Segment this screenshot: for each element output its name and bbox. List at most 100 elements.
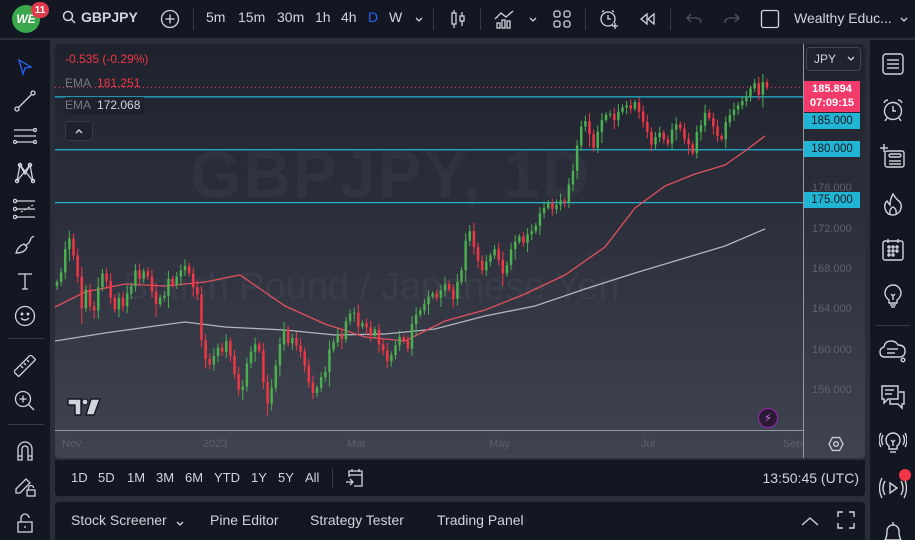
candle	[97, 287, 100, 311]
range-6m[interactable]: 6M	[185, 470, 204, 485]
legend-ema-fast[interactable]: EMA 181.251	[65, 75, 144, 93]
currency-select[interactable]: JPY	[806, 47, 861, 71]
indicators-dropdown[interactable]	[522, 8, 544, 30]
interval-15m[interactable]: 15m	[238, 9, 266, 25]
candle	[64, 249, 67, 273]
stock-screener-dropdown[interactable]	[175, 515, 185, 533]
candle	[319, 377, 323, 388]
plus-circle-icon	[160, 9, 180, 29]
ema-label: EMA	[65, 98, 92, 112]
interval-30m[interactable]: 30m	[277, 9, 305, 25]
lightning-icon[interactable]: ⚡	[758, 408, 778, 428]
text-tool[interactable]	[12, 268, 38, 294]
maximize-panel-button[interactable]	[837, 511, 855, 534]
collapse-legend-button[interactable]	[65, 121, 93, 141]
range-5d[interactable]: 5D	[98, 470, 115, 485]
range-3m[interactable]: 3M	[156, 470, 175, 485]
candle	[658, 132, 661, 138]
candlestick-chart[interactable]	[55, 44, 803, 430]
zoom-in-tool[interactable]	[12, 388, 38, 414]
compare-symbol-button[interactable]	[159, 8, 181, 30]
object-tree-button[interactable]	[879, 142, 907, 170]
magnet-mode-tool[interactable]	[12, 438, 38, 464]
create-alert-button[interactable]	[598, 8, 620, 30]
range-all[interactable]: All	[305, 470, 320, 485]
candle	[200, 294, 203, 341]
interval-dropdown[interactable]	[408, 8, 430, 30]
candle	[641, 111, 645, 123]
alerts-button[interactable]	[879, 96, 907, 124]
trendline-tool[interactable]	[12, 88, 38, 114]
undo-button[interactable]	[683, 8, 705, 30]
messages-button[interactable]	[879, 383, 907, 411]
candle	[646, 122, 649, 132]
range-1d[interactable]: 1D	[71, 470, 88, 485]
candle	[534, 225, 538, 232]
legend-ema-slow[interactable]: EMA 172.068	[65, 97, 145, 115]
chats-button[interactable]	[879, 336, 907, 364]
time-axis[interactable]: Nov 2023 Mar May Jul Sep	[55, 430, 803, 458]
tab-pine-editor[interactable]: Pine Editor	[210, 512, 279, 528]
bar-replay-button[interactable]	[637, 8, 659, 30]
streams-button[interactable]	[879, 429, 907, 457]
tab-trading-panel[interactable]: Trading Panel	[437, 512, 524, 528]
candle	[518, 236, 521, 242]
lock-all-tool[interactable]	[12, 510, 38, 536]
timezone-clock[interactable]: 13:50:45 (UTC)	[762, 470, 859, 486]
watchlist-button[interactable]	[879, 50, 907, 78]
candle	[423, 304, 426, 311]
price-pane[interactable]: GBPJPY, 1D British Pound / Japanese Yen …	[55, 44, 803, 430]
range-1y[interactable]: 1Y	[251, 470, 267, 485]
layout-select-button[interactable]	[551, 8, 573, 30]
candle	[245, 363, 249, 387]
price-axis[interactable]: JPY 185.894 07:09:15 185.000 180.000 176…	[803, 44, 865, 458]
candle	[505, 265, 509, 274]
chart-type-button[interactable]	[447, 8, 469, 30]
horizontal-lines-tool[interactable]	[12, 124, 38, 150]
range-ytd[interactable]: YTD	[214, 470, 240, 485]
emoji-tool[interactable]	[12, 303, 38, 329]
tab-strategy-tester[interactable]: Strategy Tester	[310, 512, 404, 528]
cursor-tool[interactable]	[12, 54, 38, 80]
ema-slow-line[interactable]	[55, 228, 766, 342]
indicators-button[interactable]	[493, 8, 515, 30]
layout-name-button[interactable]: Wealthy Educ...	[794, 10, 892, 26]
range-5y[interactable]: 5Y	[278, 470, 294, 485]
tradingview-logo[interactable]	[67, 398, 101, 416]
tab-stock-screener[interactable]: Stock Screener	[71, 512, 167, 528]
candle	[80, 276, 84, 309]
candle	[361, 323, 364, 327]
chart-container[interactable]: GBPJPY, 1D British Pound / Japanese Yen …	[55, 44, 865, 458]
layout-dropdown[interactable]	[893, 8, 915, 30]
interval-1h[interactable]: 1h	[315, 9, 331, 25]
lock-drawings-tool[interactable]	[12, 473, 38, 499]
candle	[109, 280, 112, 298]
symbol-search-button[interactable]: GBPJPY	[62, 9, 138, 25]
hotlists-button[interactable]	[879, 190, 907, 218]
range-1m[interactable]: 1M	[127, 470, 146, 485]
time-label: Jul	[641, 438, 656, 450]
chart-settings-button[interactable]	[828, 436, 844, 457]
ideas-button[interactable]	[879, 282, 907, 310]
expand-panel-button[interactable]	[800, 514, 820, 532]
candle	[253, 344, 257, 352]
calendar-button[interactable]	[879, 236, 907, 264]
brush-tool[interactable]	[12, 232, 38, 258]
interval-4h[interactable]: 4h	[341, 9, 357, 25]
pattern-tool[interactable]	[12, 160, 38, 186]
notifications-button[interactable]	[879, 518, 907, 540]
interval-5m[interactable]: 5m	[206, 9, 226, 25]
interval-1d[interactable]: D	[368, 9, 379, 25]
measure-tool[interactable]	[12, 353, 38, 379]
redo-button[interactable]	[721, 8, 743, 30]
fullscreen-toggle[interactable]	[759, 8, 781, 30]
prediction-tool[interactable]	[12, 196, 38, 222]
ema-fast-line[interactable]	[55, 135, 766, 342]
candle	[208, 359, 211, 365]
cursor-arrow-icon	[17, 58, 33, 76]
candle	[233, 355, 236, 374]
candle	[592, 133, 595, 148]
go-to-date-button[interactable]	[345, 468, 365, 493]
interval-1w[interactable]: W	[389, 9, 403, 25]
candle	[125, 293, 129, 307]
